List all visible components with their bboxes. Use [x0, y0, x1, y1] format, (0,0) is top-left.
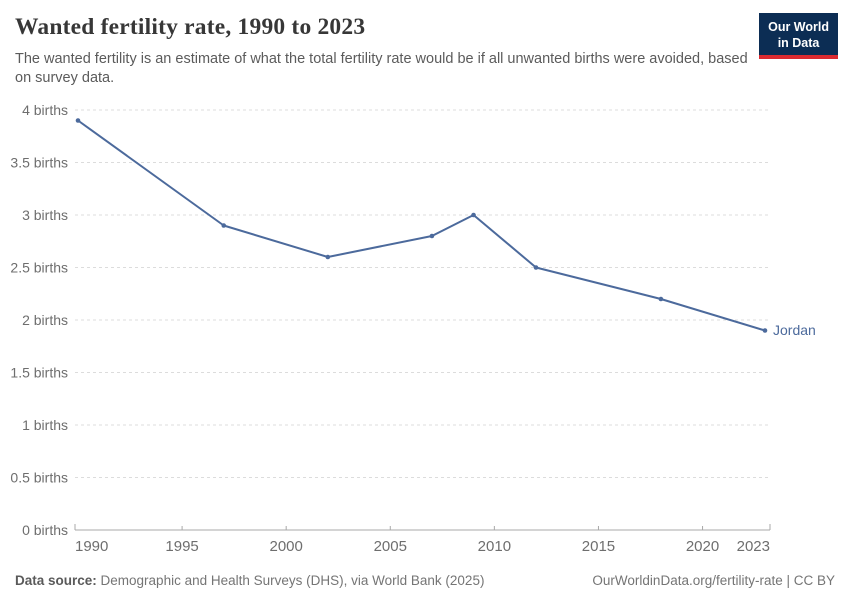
- y-axis-tick-label: 4 births: [22, 102, 68, 118]
- entity-label[interactable]: Jordan: [773, 322, 816, 338]
- y-axis-tick-label: 3 births: [22, 207, 68, 223]
- data-point[interactable]: [325, 254, 331, 260]
- owid-logo-line1: Our World: [768, 20, 829, 34]
- owid-logo[interactable]: Our World in Data: [759, 13, 838, 59]
- y-axis-tick-label: 2 births: [22, 312, 68, 328]
- x-axis-tick-label: 2010: [478, 538, 511, 555]
- y-axis-tick-label: 1 births: [22, 417, 68, 433]
- y-axis-tick-label: 3.5 births: [10, 155, 68, 171]
- x-axis-tick-label: 1990: [75, 538, 108, 555]
- y-axis-tick-label: 0.5 births: [10, 470, 68, 486]
- data-point[interactable]: [658, 296, 664, 302]
- y-axis-tick-label: 2.5 births: [10, 260, 68, 276]
- chart-subtitle: The wanted fertility is an estimate of w…: [15, 51, 748, 87]
- data-point[interactable]: [762, 328, 768, 333]
- x-axis-tick-label: 2020: [686, 538, 719, 555]
- y-axis-tick-label: 1.5 births: [10, 365, 68, 381]
- x-axis-tick-label: 2000: [269, 538, 302, 555]
- y-axis-tick-label: 0 births: [22, 522, 68, 538]
- credit-line[interactable]: OurWorldinData.org/fertility-rate | CC B…: [592, 573, 835, 588]
- chart-header: Wanted fertility rate, 1990 to 2023 The …: [15, 14, 750, 88]
- data-source-text: Demographic and Health Surveys (DHS), vi…: [96, 573, 485, 588]
- data-source-label: Data source:: [15, 573, 97, 588]
- x-axis-tick-label: 2015: [582, 538, 615, 555]
- data-point[interactable]: [75, 118, 81, 123]
- chart-footer: Data source: Demographic and Health Surv…: [15, 573, 835, 588]
- data-point[interactable]: [471, 212, 476, 218]
- chart-title: Wanted fertility rate, 1990 to 2023: [15, 14, 366, 40]
- data-line-jordan[interactable]: [77, 119, 766, 332]
- data-point[interactable]: [533, 265, 539, 270]
- owid-logo-line2: in Data: [777, 36, 820, 50]
- data-point[interactable]: [221, 223, 227, 228]
- x-axis-tick-label: 2023: [737, 538, 770, 555]
- x-axis-tick-label: 2005: [374, 538, 407, 555]
- data-source-note: Data source: Demographic and Health Surv…: [15, 573, 484, 588]
- x-axis-tick-label: 1995: [165, 538, 198, 555]
- data-point[interactable]: [429, 233, 435, 239]
